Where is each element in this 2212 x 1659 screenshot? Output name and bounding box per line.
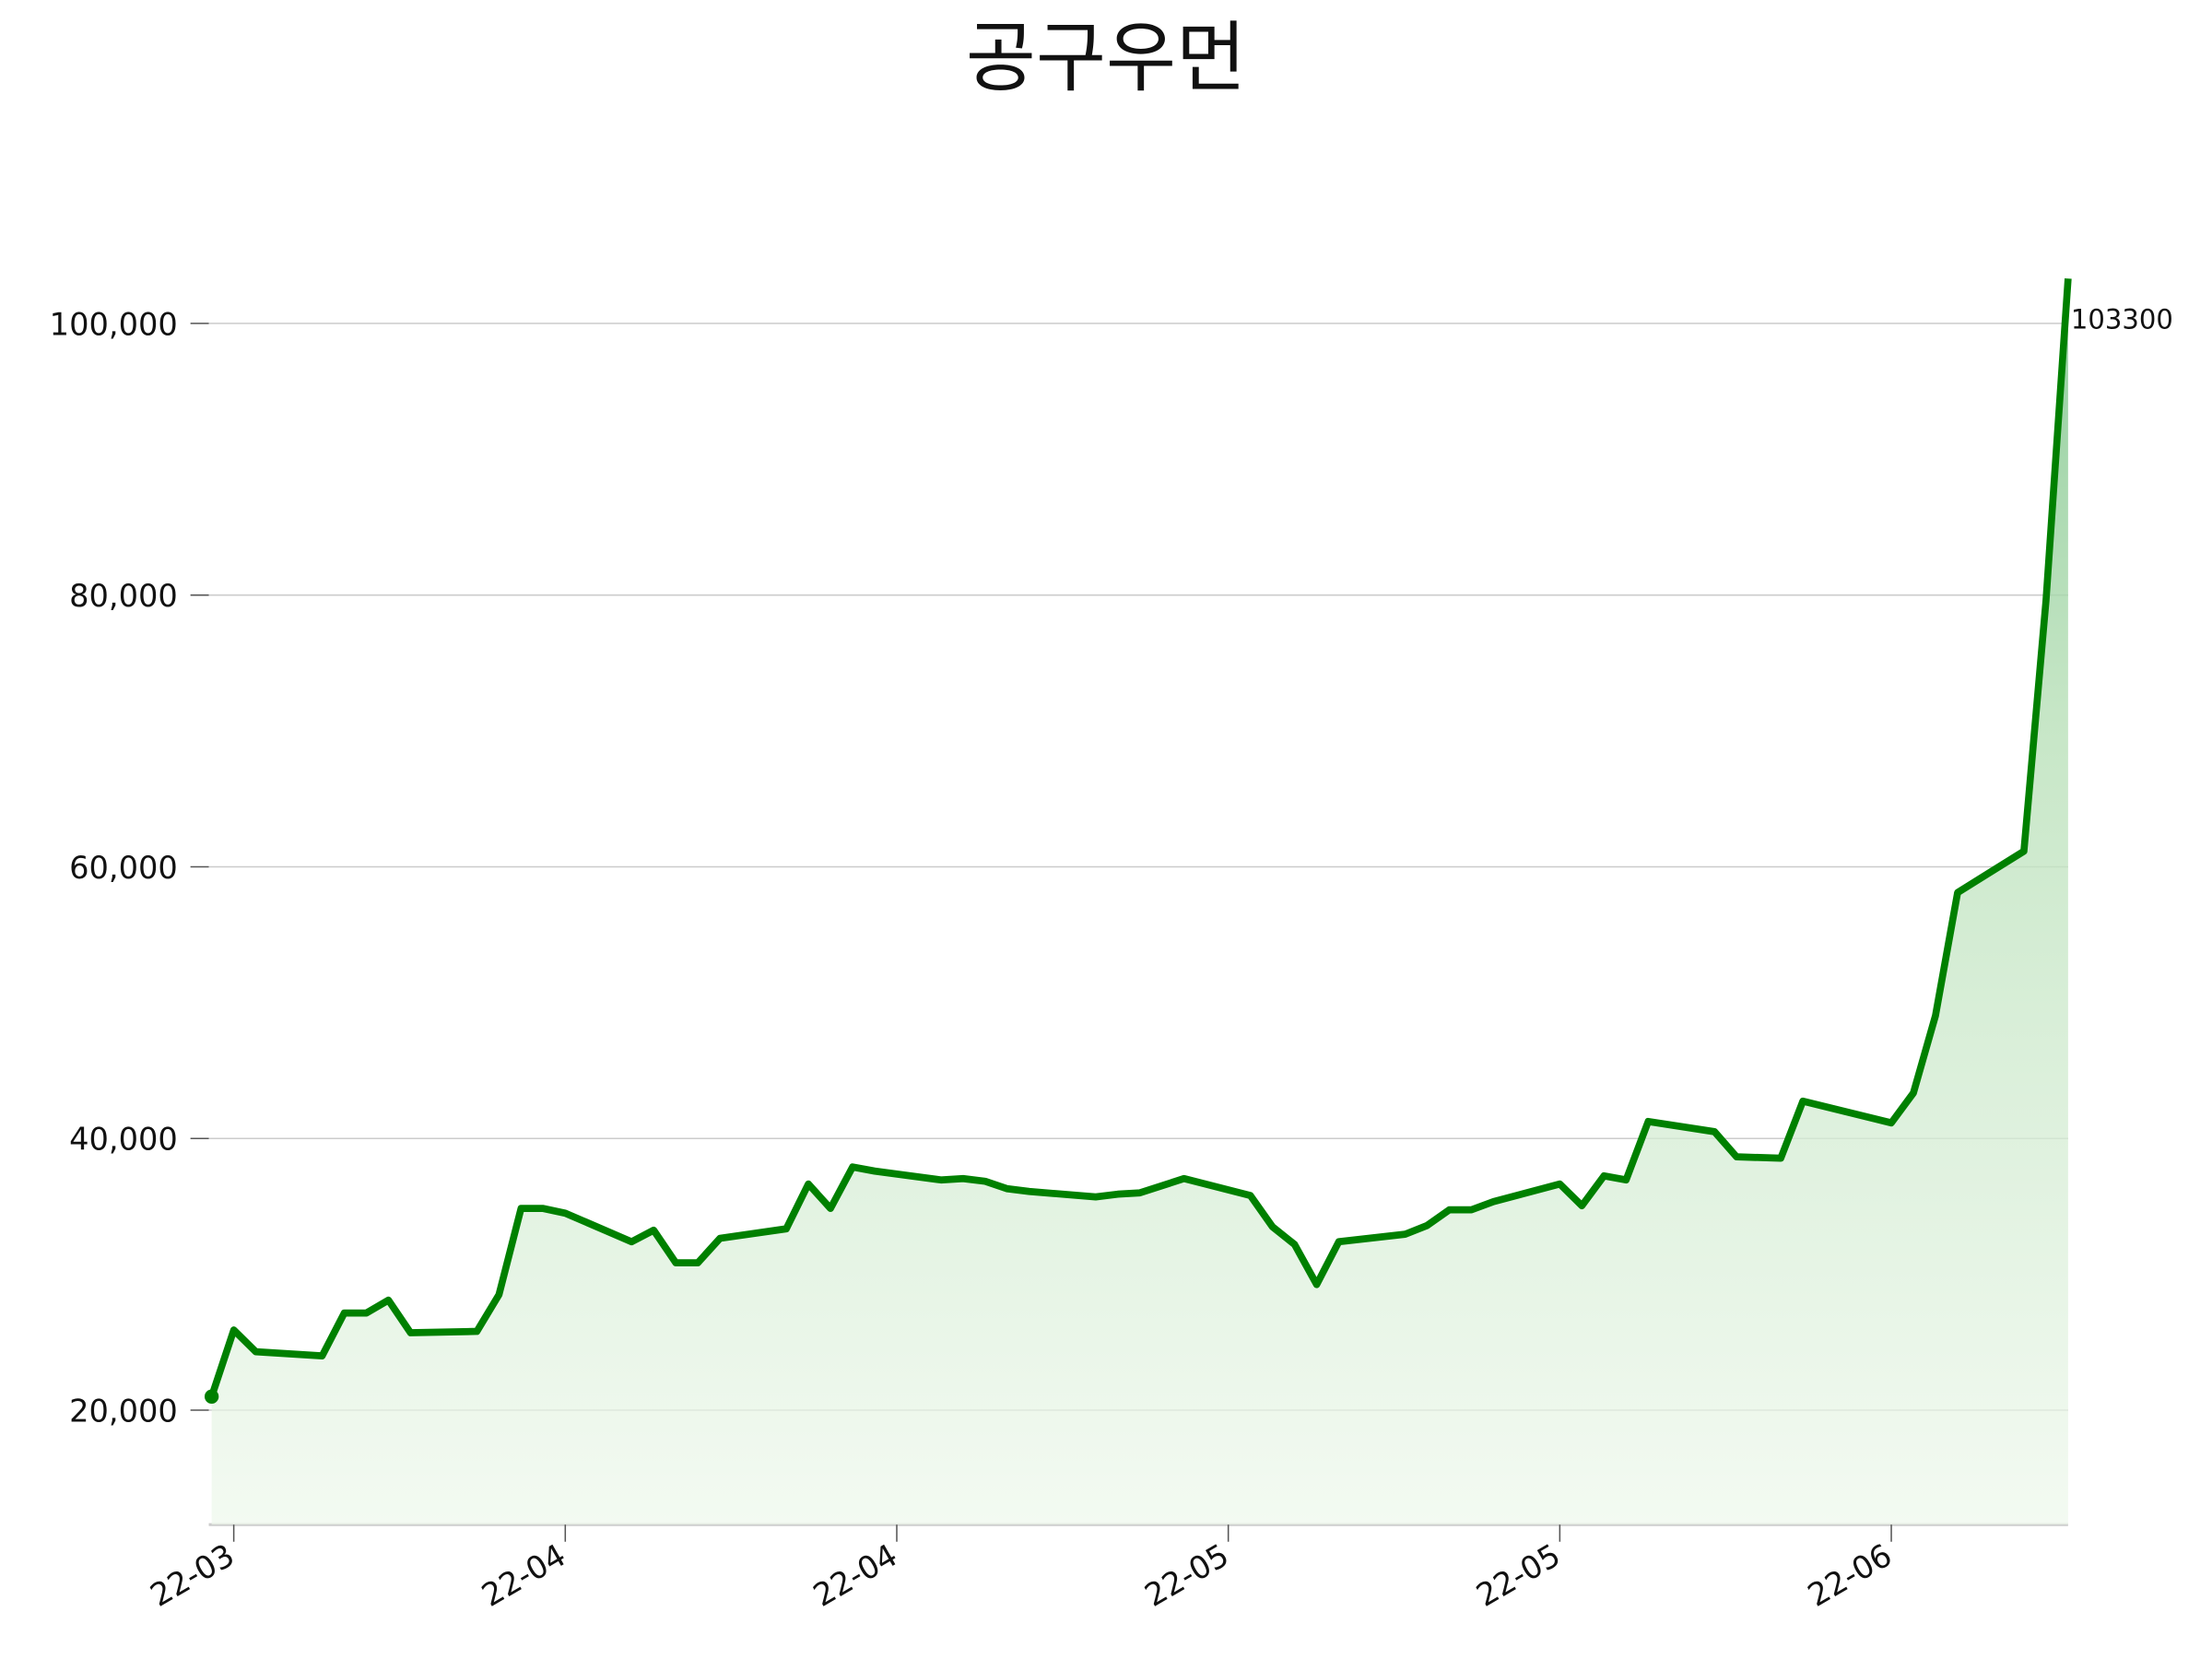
x-tick-label: 22-04	[476, 1536, 571, 1614]
y-tick-label: 20,000	[69, 1393, 178, 1429]
value-label: 103300	[2071, 303, 2173, 335]
x-tick-label: 22-04	[807, 1536, 903, 1614]
x-tick-label: 22-05	[1470, 1536, 1566, 1614]
y-tick-label: 100,000	[50, 306, 178, 342]
area	[211, 278, 2068, 1525]
chart-title: 공구우먼	[966, 13, 1246, 103]
y-tick-label: 40,000	[69, 1121, 178, 1157]
start-marker	[204, 1389, 219, 1405]
x-tick-label: 22-03	[145, 1536, 241, 1614]
y-tick-label: 80,000	[69, 578, 178, 614]
y-tick-label: 60,000	[69, 850, 178, 886]
x-tick-label: 22-05	[1139, 1536, 1235, 1614]
x-tick-label: 22-06	[1802, 1536, 1898, 1614]
line	[208, 277, 2072, 1398]
